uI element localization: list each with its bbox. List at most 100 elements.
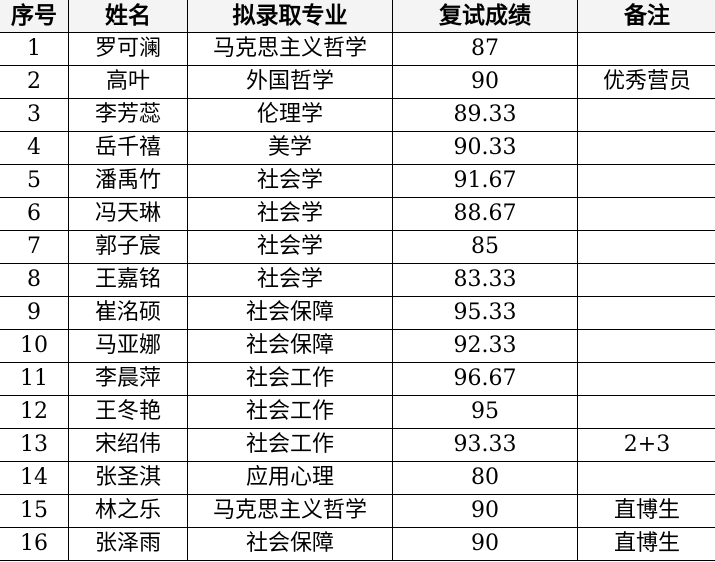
header-col-name: 姓名 xyxy=(68,0,188,33)
cell-col-major: 社会学 xyxy=(187,197,393,231)
cell-col-remark xyxy=(577,395,715,429)
table-row: 3 李芳蕊 伦理学 89.33 xyxy=(0,98,715,132)
cell-col-score: 85 xyxy=(392,230,578,264)
cell-col-index: 7 xyxy=(0,230,69,264)
cell-col-index: 12 xyxy=(0,395,69,429)
cell-col-remark xyxy=(577,98,715,132)
cell-col-major: 社会学 xyxy=(187,263,393,297)
cell-col-name: 郭子宸 xyxy=(68,230,188,264)
cell-col-major: 马克思主义哲学 xyxy=(187,494,393,528)
cell-col-major: 社会保障 xyxy=(187,527,393,561)
table-row: 15 林之乐 马克思主义哲学 90 直博生 xyxy=(0,494,715,528)
cell-col-index: 9 xyxy=(0,296,69,330)
cell-col-major: 应用心理 xyxy=(187,461,393,495)
table-row: 4 岳千禧 美学 90.33 xyxy=(0,131,715,165)
cell-col-remark xyxy=(577,461,715,495)
cell-col-index: 10 xyxy=(0,329,69,363)
cell-col-remark xyxy=(577,362,715,396)
table-row: 10 马亚娜 社会保障 92.33 xyxy=(0,329,715,363)
cell-col-name: 岳千禧 xyxy=(68,131,188,165)
cell-col-major: 社会工作 xyxy=(187,362,393,396)
cell-col-major: 美学 xyxy=(187,131,393,165)
cell-col-index: 2 xyxy=(0,65,69,99)
cell-col-name: 潘禹竹 xyxy=(68,164,188,198)
cell-col-score: 91.67 xyxy=(392,164,578,198)
cell-col-remark xyxy=(577,263,715,297)
cell-col-name: 林之乐 xyxy=(68,494,188,528)
cell-col-name: 高叶 xyxy=(68,65,188,99)
cell-col-major: 社会学 xyxy=(187,230,393,264)
cell-col-name: 李晨萍 xyxy=(68,362,188,396)
cell-col-remark xyxy=(577,230,715,264)
cell-col-score: 95 xyxy=(392,395,578,429)
cell-col-remark: 优秀营员 xyxy=(577,65,715,99)
cell-col-score: 88.67 xyxy=(392,197,578,231)
cell-col-name: 张圣淇 xyxy=(68,461,188,495)
cell-col-index: 3 xyxy=(0,98,69,132)
cell-col-remark xyxy=(577,329,715,363)
cell-col-index: 13 xyxy=(0,428,69,462)
cell-col-score: 90.33 xyxy=(392,131,578,165)
cell-col-major: 社会工作 xyxy=(187,395,393,429)
cell-col-major: 社会保障 xyxy=(187,296,393,330)
table-row: 9 崔洺硕 社会保障 95.33 xyxy=(0,296,715,330)
cell-col-major: 社会工作 xyxy=(187,428,393,462)
cell-col-score: 83.33 xyxy=(392,263,578,297)
cell-col-score: 90 xyxy=(392,65,578,99)
cell-col-remark: 直博生 xyxy=(577,494,715,528)
cell-col-name: 崔洺硕 xyxy=(68,296,188,330)
cell-col-name: 马亚娜 xyxy=(68,329,188,363)
cell-col-index: 15 xyxy=(0,494,69,528)
cell-col-name: 冯天琳 xyxy=(68,197,188,231)
header-col-remark: 备注 xyxy=(577,0,715,33)
cell-col-score: 89.33 xyxy=(392,98,578,132)
cell-col-remark xyxy=(577,197,715,231)
cell-col-remark: 直博生 xyxy=(577,527,715,561)
cell-col-remark: 2+3 xyxy=(577,428,715,462)
cell-col-score: 80 xyxy=(392,461,578,495)
cell-col-name: 王冬艳 xyxy=(68,395,188,429)
cell-col-score: 93.33 xyxy=(392,428,578,462)
cell-col-index: 1 xyxy=(0,32,69,66)
cell-col-name: 李芳蕊 xyxy=(68,98,188,132)
cell-col-major: 马克思主义哲学 xyxy=(187,32,393,66)
cell-col-index: 5 xyxy=(0,164,69,198)
cell-col-score: 96.67 xyxy=(392,362,578,396)
cell-col-score: 92.33 xyxy=(392,329,578,363)
header-col-score: 复试成绩 xyxy=(392,0,578,33)
cell-col-score: 87 xyxy=(392,32,578,66)
table-row: 2 高叶 外国哲学 90 优秀营员 xyxy=(0,65,715,99)
cell-col-remark xyxy=(577,32,715,66)
cell-col-major: 外国哲学 xyxy=(187,65,393,99)
cell-col-major: 社会保障 xyxy=(187,329,393,363)
cell-col-score: 95.33 xyxy=(392,296,578,330)
cell-col-index: 14 xyxy=(0,461,69,495)
cell-col-name: 宋绍伟 xyxy=(68,428,188,462)
table-row: 5 潘禹竹 社会学 91.67 xyxy=(0,164,715,198)
table-row: 12 王冬艳 社会工作 95 xyxy=(0,395,715,429)
cell-col-name: 王嘉铭 xyxy=(68,263,188,297)
table-row: 11 李晨萍 社会工作 96.67 xyxy=(0,362,715,396)
cell-col-score: 90 xyxy=(392,494,578,528)
cell-col-remark xyxy=(577,296,715,330)
cell-col-index: 11 xyxy=(0,362,69,396)
table-row: 1 罗可澜 马克思主义哲学 87 xyxy=(0,32,715,66)
cell-col-index: 16 xyxy=(0,527,69,561)
cell-col-major: 伦理学 xyxy=(187,98,393,132)
header-row: 序号 姓名 拟录取专业 复试成绩 备注 xyxy=(0,0,715,33)
table-row: 6 冯天琳 社会学 88.67 xyxy=(0,197,715,231)
header-col-major: 拟录取专业 xyxy=(187,0,393,33)
table-row: 8 王嘉铭 社会学 83.33 xyxy=(0,263,715,297)
cell-col-index: 4 xyxy=(0,131,69,165)
table-row: 13 宋绍伟 社会工作 93.33 2+3 xyxy=(0,428,715,462)
cell-col-major: 社会学 xyxy=(187,164,393,198)
cell-col-name: 张泽雨 xyxy=(68,527,188,561)
table-row: 14 张圣淇 应用心理 80 xyxy=(0,461,715,495)
header-col-index: 序号 xyxy=(0,0,69,33)
cell-col-remark xyxy=(577,164,715,198)
table-row: 16 张泽雨 社会保障 90 直博生 xyxy=(0,527,715,561)
cell-col-remark xyxy=(577,131,715,165)
table-row: 7 郭子宸 社会学 85 xyxy=(0,230,715,264)
cell-col-index: 6 xyxy=(0,197,69,231)
